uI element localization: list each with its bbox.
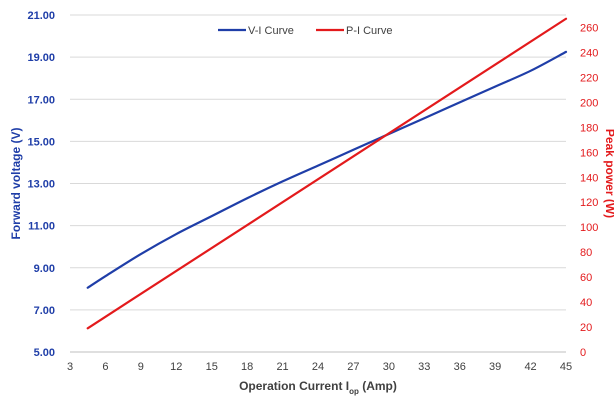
axes: 5.00 7.00 9.00 11.00 13.00 15.00 17.00 19.00 21.…: [27, 10, 598, 373]
y-left-tick-label: 5.00: [34, 347, 55, 359]
x-tick-label: 15: [206, 361, 218, 373]
y-right-tick-label: 160: [580, 147, 598, 159]
y-left-tick-label: 15.00: [27, 136, 55, 148]
y-left-tick-label: 17.00: [27, 94, 55, 106]
y-right-tick-label: 240: [580, 47, 598, 59]
legend-item-p-i-curve: P-I Curve: [316, 25, 392, 37]
series-line-v-i-curve: [86, 50, 568, 289]
plot-area: [86, 17, 568, 330]
y-left-tick-label: 13.00: [27, 179, 55, 191]
axis-titles: Forward voltage (V) Peak power (W) Operati…: [9, 127, 614, 396]
legend-label: V-I Curve: [248, 25, 294, 37]
x-tick-label: 33: [418, 361, 430, 373]
x-tick-label: 18: [241, 361, 253, 373]
x-tick-label: 3: [67, 361, 73, 373]
legend-item-v-i-curve: V-I Curve: [218, 25, 294, 37]
y-right-tick-label: 0: [580, 347, 586, 359]
x-tick-label: 39: [489, 361, 501, 373]
legend-label: P-I Curve: [346, 25, 392, 37]
y-right-tick-label: 140: [580, 172, 598, 184]
y-left-axis-title: Forward voltage (V): [9, 127, 23, 239]
y-right-tick-label: 40: [580, 297, 592, 309]
series-line-p-i-curve: [86, 17, 568, 330]
y-left-tick-label: 7.00: [34, 305, 55, 317]
x-tick-label: 36: [454, 361, 466, 373]
y-left-tick-label: 11.00: [28, 221, 55, 233]
y-right-axis-title: Peak power (W): [603, 129, 614, 218]
y-right-tick-label: 80: [580, 247, 592, 259]
x-tick-label: 6: [102, 361, 108, 373]
x-tick-label: 21: [276, 361, 288, 373]
legend: V-I Curve P-I Curve: [218, 25, 392, 37]
x-tick-label: 30: [383, 361, 395, 373]
y-right-tick-label: 200: [580, 97, 598, 109]
x-tick-label: 27: [347, 361, 359, 373]
y-right-tick-label: 220: [580, 72, 598, 84]
x-tick-label: 9: [138, 361, 144, 373]
x-tick-label: 42: [524, 361, 536, 373]
x-tick-label: 12: [170, 361, 182, 373]
y-left-tick-label: 9.00: [34, 263, 55, 275]
y-right-tick-label: 120: [580, 197, 598, 209]
grid: [70, 14, 566, 353]
y-left-tick-label: 19.00: [27, 52, 55, 64]
y-right-tick-label: 60: [580, 272, 592, 284]
x-tick-label: 24: [312, 361, 324, 373]
x-tick-label: 45: [560, 361, 572, 373]
y-right-tick-label: 260: [580, 22, 598, 34]
x-axis-title: Operation Current Iop (Amp): [239, 379, 397, 396]
y-right-tick-label: 20: [580, 322, 592, 334]
y-left-tick-label: 21.00: [27, 10, 55, 22]
y-right-tick-label: 180: [580, 122, 598, 134]
y-right-tick-label: 100: [580, 222, 598, 234]
